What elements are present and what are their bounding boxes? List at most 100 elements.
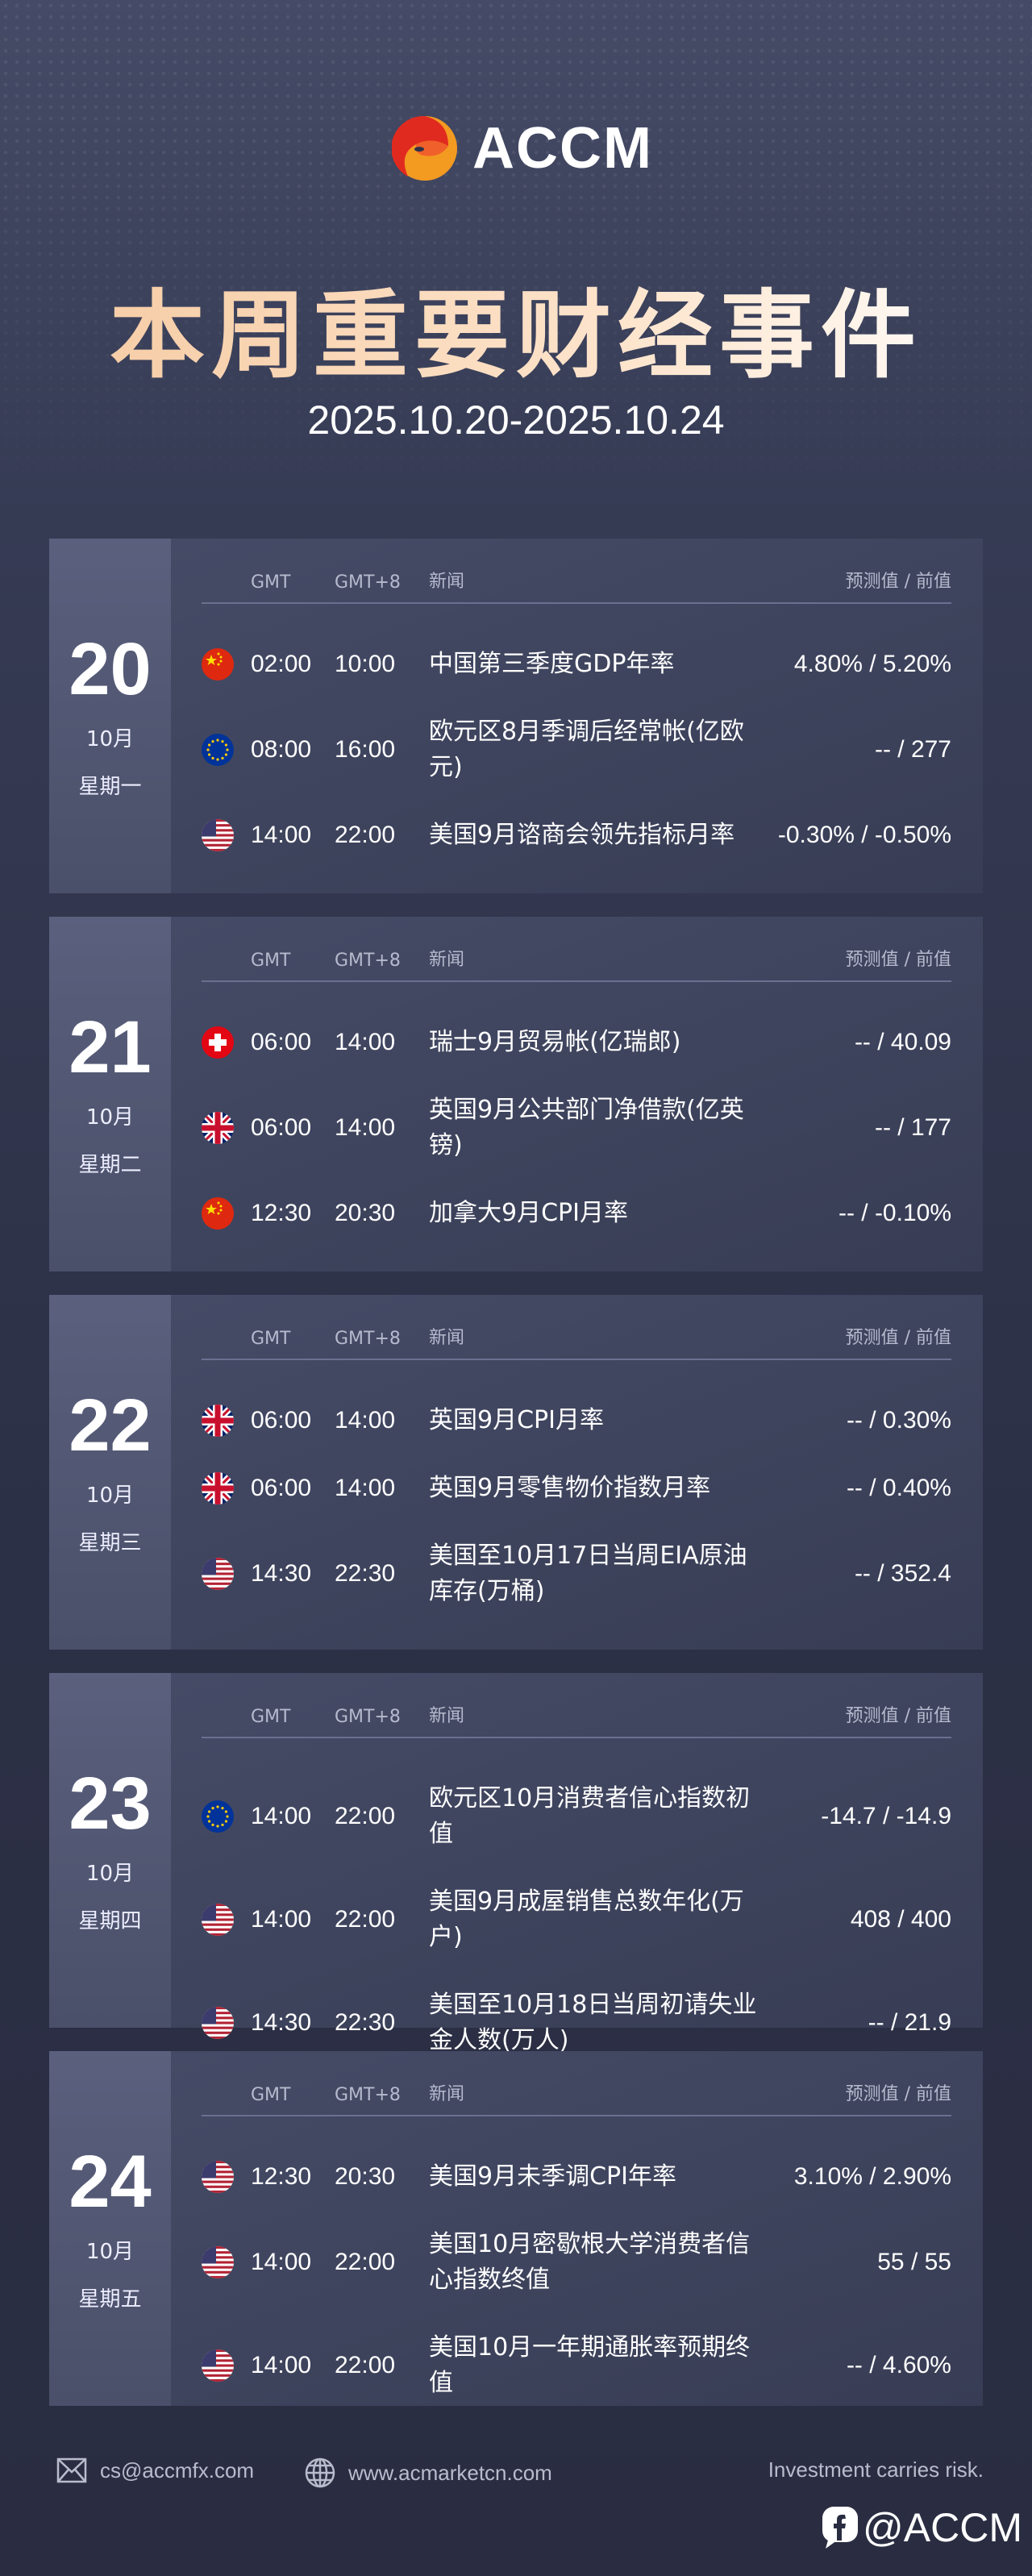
social-handle[interactable]: @ACCM	[821, 2504, 1022, 2551]
flag-eu-icon	[202, 1800, 234, 1833]
forecast-previous: 4.80% / 5.20%	[793, 651, 951, 677]
footer-website[interactable]: www.acmarketcn.com	[305, 2457, 552, 2488]
gmt-time: 14:00	[251, 1803, 312, 1829]
gmt-time: 06:00	[251, 1475, 312, 1501]
gmt8-time: 10:00	[335, 651, 396, 677]
month: 10月	[85, 2240, 135, 2264]
event-row: 06:00 14:00 瑞士9月贸易帐(亿瑞郎) -- / 40.09	[202, 1009, 951, 1076]
gmt-time: 12:30	[251, 1200, 312, 1226]
event-row: 12:30 20:30 美国9月未季调CPI年率 3.10% / 2.90%	[202, 2143, 951, 2211]
day-number: 22	[69, 1384, 152, 1467]
gmt-time: 06:00	[251, 1029, 312, 1055]
month: 10月	[85, 1105, 135, 1130]
day-number: 20	[69, 628, 152, 710]
flag-eu-icon	[202, 734, 234, 766]
day-card: 21 10月 星期二 GMT GMT+8 新闻 预测值 / 前值 06:00 1…	[49, 917, 983, 1271]
disclaimer: Investment carries risk.	[768, 2457, 984, 2482]
header-gmt: GMT	[251, 1329, 291, 1349]
header-gmt: GMT	[251, 951, 291, 971]
forecast-previous: -- / 0.30%	[846, 1407, 951, 1434]
flag-usa-icon	[202, 1904, 234, 1936]
flag-usa-icon	[202, 1558, 234, 1590]
date-column: 22 10月 星期三	[49, 1295, 171, 1650]
event-name: 美国至10月17日当周EIA原油库存(万桶)	[429, 1542, 747, 1605]
header-values: 预测值 / 前值	[845, 950, 951, 970]
header-news: 新闻	[429, 2084, 465, 2104]
header-gmt8: GMT+8	[335, 1329, 401, 1349]
event-row: 06:00 14:00 英国9月公共部门净借款(亿英镑) -- / 177	[202, 1076, 951, 1180]
header-values: 预测值 / 前值	[845, 1328, 951, 1348]
footer-email[interactable]: cs@accmfx.com	[56, 2457, 254, 2483]
day-number: 23	[69, 1762, 152, 1845]
flag-uk-icon	[202, 1112, 234, 1144]
gmt8-time: 22:00	[335, 822, 396, 848]
gmt8-time: 22:00	[335, 1906, 396, 1933]
event-row: 14:00 22:00 美国9月成屋销售总数年化(万户) 408 / 400	[202, 1868, 951, 1971]
day-card: 24 10月 星期五 GMT GMT+8 新闻 预测值 / 前值 12:30 2…	[49, 2051, 983, 2406]
month: 10月	[85, 1484, 135, 1508]
events-table: GMT GMT+8 新闻 预测值 / 前值 06:00 14:00 瑞士9月贸易…	[171, 917, 983, 1271]
date-column: 23 10月 星期四	[49, 1673, 171, 2028]
gmt8-time: 20:30	[335, 2163, 396, 2190]
events-table: GMT GMT+8 新闻 预测值 / 前值 14:00 22:00 欧元区10月…	[171, 1673, 983, 2054]
table-header: GMT GMT+8 新闻 预测值 / 前值	[202, 1295, 951, 1360]
event-name: 英国9月公共部门净借款(亿英镑)	[429, 1096, 744, 1159]
gmt8-time: 22:00	[335, 2352, 396, 2378]
globe-icon	[305, 2457, 335, 2488]
event-name: 美国10月一年期通胀率预期终值	[429, 2333, 751, 2397]
footer: cs@accmfx.com www.acmarketcn.com Investm…	[0, 2457, 1032, 2490]
flag-usa-icon	[202, 2007, 234, 2039]
flag-uk-icon	[202, 1405, 234, 1437]
table-header: GMT GMT+8 新闻 预测值 / 前值	[202, 917, 951, 982]
flag-usa-icon	[202, 2161, 234, 2193]
forecast-previous: -- / 4.60%	[846, 2352, 951, 2378]
gmt8-time: 20:30	[335, 1200, 396, 1226]
month: 10月	[85, 1862, 135, 1886]
event-name: 美国10月密歇根大学消费者信心指数终值	[429, 2230, 751, 2294]
header-values: 预测值 / 前值	[845, 2084, 951, 2104]
event-name: 美国9月成屋销售总数年化(万户)	[429, 1887, 744, 1951]
event-row: 14:00 22:00 美国10月一年期通胀率预期终值 -- / 4.60%	[202, 2314, 951, 2417]
gmt-time: 02:00	[251, 651, 312, 677]
events-table: GMT GMT+8 新闻 预测值 / 前值 02:00 10:00 中国第三季度…	[171, 539, 983, 893]
month: 10月	[85, 727, 135, 751]
flag-china-icon	[202, 648, 234, 680]
forecast-previous: -0.30% / -0.50%	[777, 822, 951, 848]
flag-usa-icon	[202, 2246, 234, 2278]
brand-logo: ACCM	[392, 114, 653, 183]
event-row: 14:00 22:00 欧元区10月消费者信心指数初值 -14.7 / -14.…	[202, 1765, 951, 1868]
gmt8-time: 22:30	[335, 1560, 396, 1587]
gmt-time: 14:00	[251, 822, 312, 848]
event-name: 美国9月未季调CPI年率	[429, 2162, 676, 2191]
website-text: www.acmarketcn.com	[348, 2460, 552, 2485]
forecast-previous: -- / -0.10%	[838, 1200, 951, 1226]
date-column: 20 10月 星期一	[49, 539, 171, 893]
event-row: 12:30 20:30 加拿大9月CPI月率 -- / -0.10%	[202, 1180, 951, 1247]
event-name: 瑞士9月贸易帐(亿瑞郎)	[429, 1028, 681, 1056]
mail-icon	[56, 2457, 87, 2483]
header-news: 新闻	[429, 1706, 465, 1726]
header-values: 预测值 / 前值	[845, 572, 951, 592]
weekday: 星期四	[78, 1909, 142, 1933]
flag-uk-icon	[202, 1472, 234, 1504]
forecast-previous: -14.7 / -14.9	[821, 1803, 951, 1829]
social-handle-text: @ACCM	[863, 2505, 1022, 2550]
event-name: 美国9月谘商会领先指标月率	[429, 821, 735, 849]
event-calendar: 20 10月 星期一 GMT GMT+8 新闻 预测值 / 前值 02:00 1…	[49, 539, 983, 2406]
header-gmt: GMT	[251, 1707, 291, 1727]
weekday: 星期一	[78, 775, 142, 799]
day-card: 23 10月 星期四 GMT GMT+8 新闻 预测值 / 前值 14:00 2…	[49, 1673, 983, 2054]
event-name: 英国9月CPI月率	[429, 1406, 604, 1434]
day-number: 24	[69, 2141, 152, 2223]
flag-usa-icon	[202, 819, 234, 851]
forecast-previous: 408 / 400	[850, 1906, 951, 1933]
gmt-time: 06:00	[251, 1114, 312, 1141]
forecast-previous: -- / 0.40%	[846, 1475, 951, 1501]
date-range: 2025.10.20-2025.10.24	[307, 397, 725, 443]
facebook-icon	[822, 2507, 859, 2549]
gmt-time: 14:30	[251, 2009, 312, 2036]
event-name: 欧元区8月季调后经常帐(亿欧元)	[429, 718, 744, 781]
event-name: 英国9月零售物价指数月率	[429, 1474, 711, 1502]
header-gmt8: GMT+8	[335, 951, 401, 971]
header-gmt: GMT	[251, 2085, 291, 2105]
